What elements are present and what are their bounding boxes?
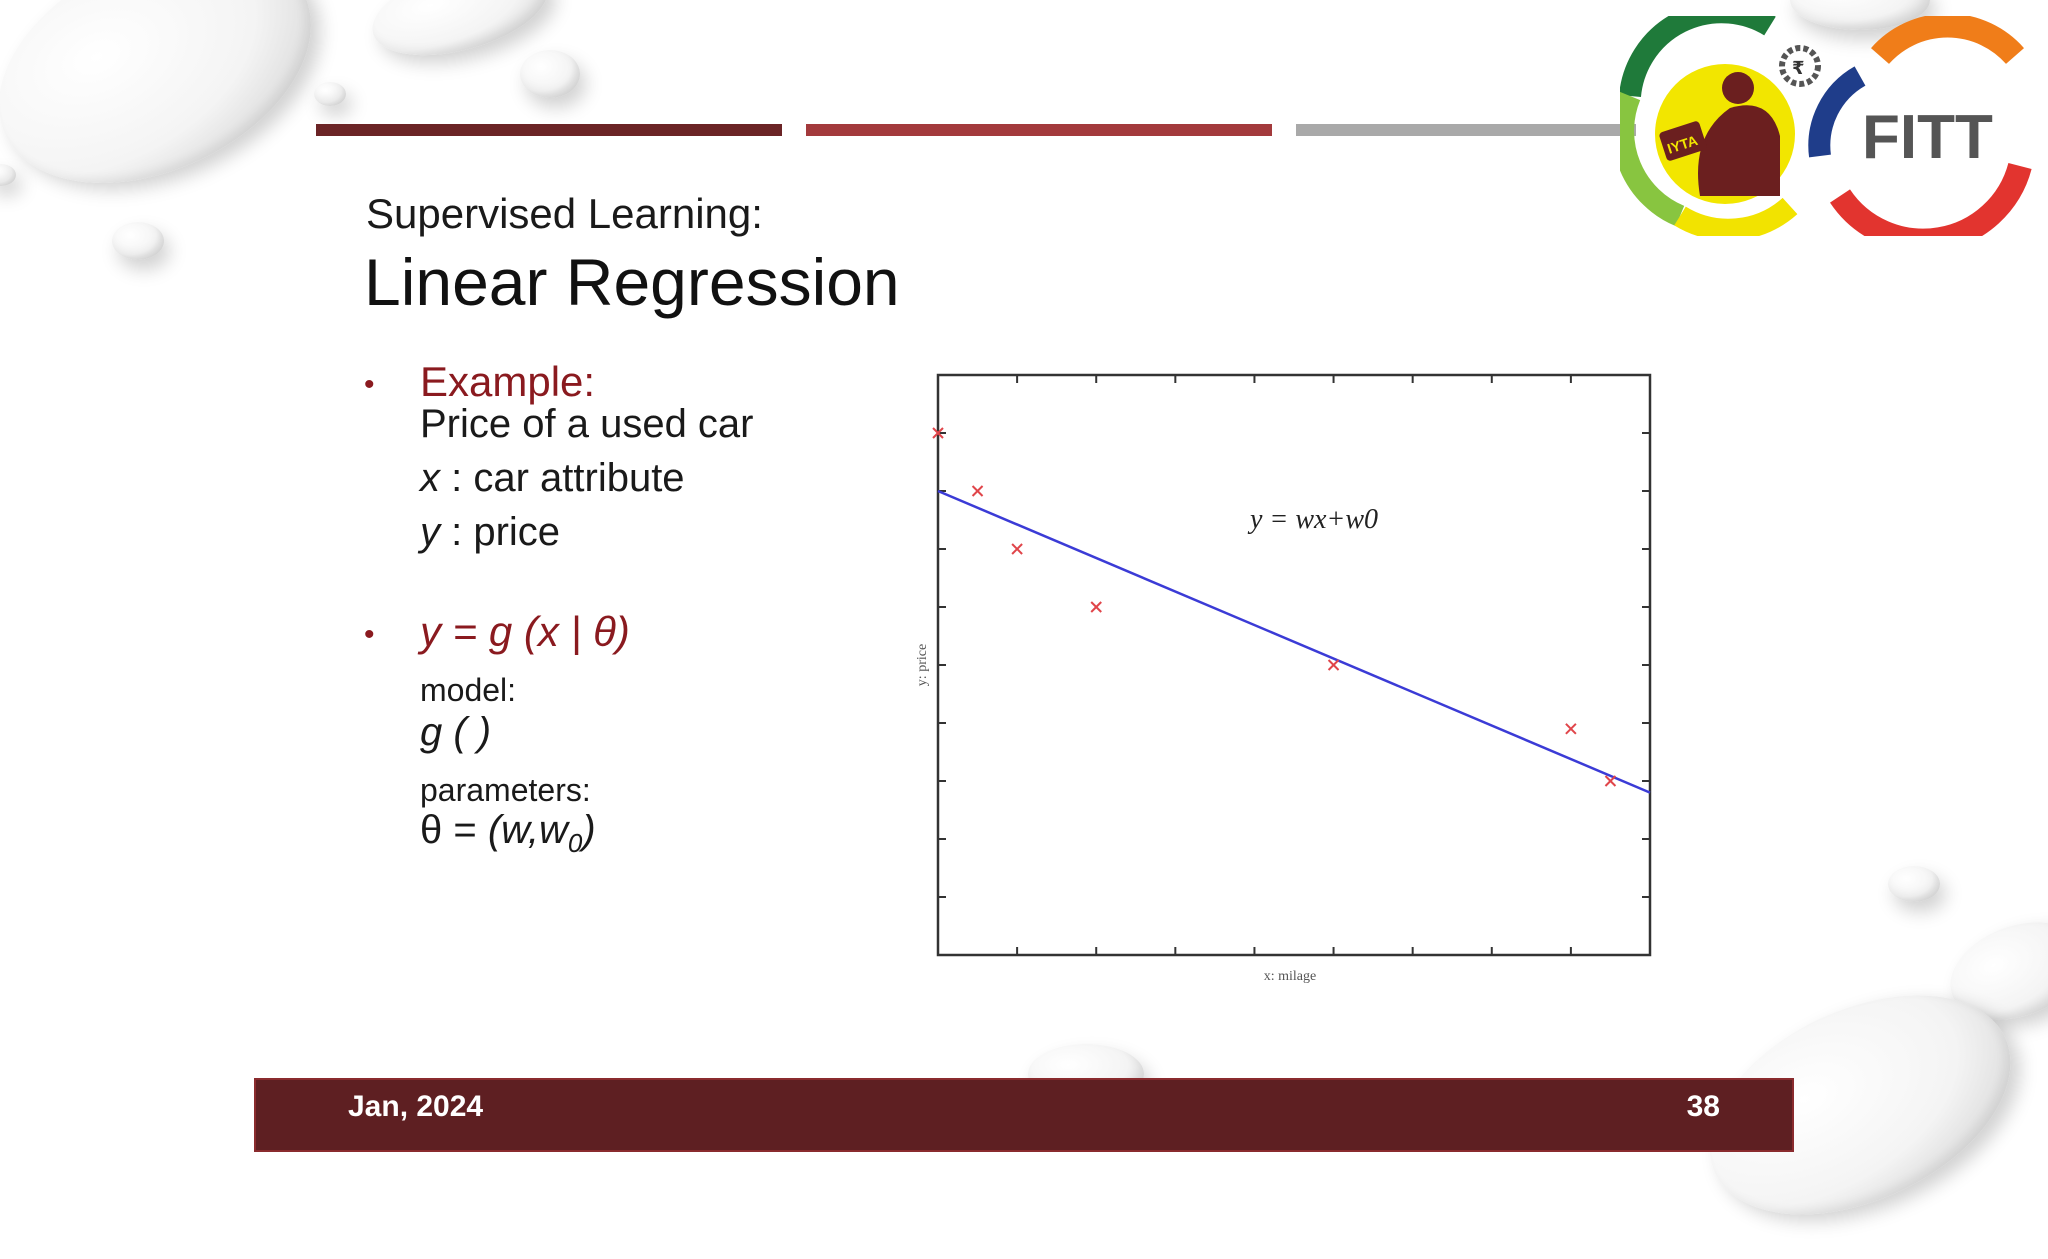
plot-frame [936, 373, 1652, 957]
data-point [932, 427, 944, 439]
slide-title: Linear Regression [364, 245, 900, 319]
x-variable: x [420, 456, 440, 500]
parameters-expression: θ = (w,w0) [420, 808, 596, 859]
fitt-logo: IYTA ₹ FITT [1620, 16, 2032, 236]
header-bar-dark [316, 124, 782, 136]
water-drop-decoration [520, 50, 580, 98]
parameters-label: parameters: [420, 772, 591, 808]
footer-bar: Jan, 2024 38 [254, 1078, 1794, 1152]
example-label: Example: [420, 358, 596, 405]
regression-line [937, 489, 1651, 794]
x-axis-label: x: milage [1264, 969, 1317, 984]
briefcase-icon [1659, 121, 1707, 161]
footer-date: Jan, 2024 [348, 1090, 484, 1123]
slide-subtitle: Supervised Learning: [366, 190, 763, 237]
bullet-marker: • [364, 618, 375, 651]
logo-arc-orange [1871, 16, 2024, 65]
rupee-icon: ₹ [1792, 58, 1805, 79]
water-drop-decoration [1888, 866, 1940, 902]
page-number: 38 [1686, 1090, 1720, 1123]
water-drop-decoration [314, 82, 346, 106]
header-bar-red [806, 124, 1272, 136]
logo-arc-red [1830, 162, 2032, 236]
x-definition: x : car attribute [420, 456, 685, 501]
model-label: model: [420, 672, 517, 708]
model-expression: g ( ) [420, 710, 492, 754]
logo-text: FITT [1862, 103, 1993, 172]
y-axis-label: y: price [915, 644, 930, 686]
logo-figure-head [1722, 72, 1754, 104]
params-open: (w,w [487, 808, 568, 852]
data-point [1090, 601, 1102, 613]
x-description: : car attribute [440, 456, 685, 500]
model-formula: y = g (x | θ) [420, 608, 630, 655]
y-variable: y [420, 510, 440, 554]
data-point [1011, 543, 1023, 555]
logo-figure [1698, 105, 1780, 196]
logo-ring-green [1620, 16, 1776, 98]
theta-symbol: θ = [420, 808, 488, 852]
data-point [1604, 775, 1617, 787]
logo-ring-yellow [1674, 197, 1798, 236]
data-point [971, 485, 984, 497]
y-description: : price [440, 510, 561, 554]
header-bar-gray [1296, 124, 1636, 136]
regression-chart: y = wx+w0 x: milage y: price [915, 373, 1652, 984]
logo-ring-lightgreen [1620, 91, 1685, 227]
data-point [1327, 659, 1340, 671]
bullet-marker: • [364, 368, 375, 401]
params-close: ) [582, 808, 596, 852]
water-drop-decoration [0, 0, 349, 230]
example-line: Price of a used car [420, 402, 754, 446]
gear-icon [1779, 45, 1821, 87]
water-drop-decoration [112, 222, 164, 260]
params-subscript: 0 [567, 828, 583, 858]
y-definition: y : price [420, 510, 560, 555]
data-point [1565, 723, 1577, 735]
water-drop-decoration [0, 164, 16, 186]
equation-annotation: y = wx+w0 [1247, 504, 1378, 535]
logo-arc-blue [1808, 66, 1866, 158]
